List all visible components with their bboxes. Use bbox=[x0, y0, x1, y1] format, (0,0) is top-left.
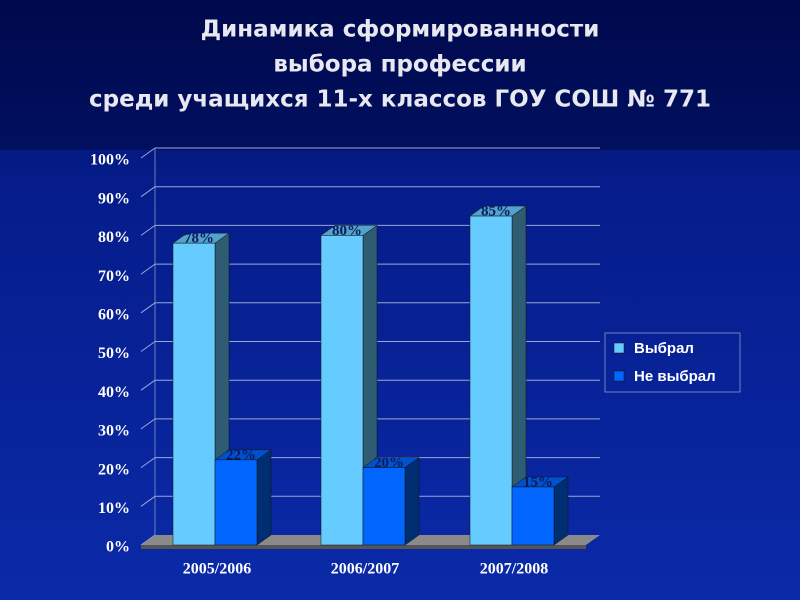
tick-mark bbox=[140, 495, 156, 507]
bar bbox=[469, 215, 513, 546]
y-tick-label: 60% bbox=[98, 306, 130, 323]
y-tick-label: 20% bbox=[98, 461, 130, 478]
legend-box bbox=[604, 332, 741, 393]
chart-title: Динамика сформированности bbox=[201, 17, 600, 43]
bar-side bbox=[256, 449, 272, 546]
x-tick-label: 2005/2006 bbox=[183, 561, 251, 578]
tick-mark bbox=[140, 302, 156, 314]
tick-mark bbox=[140, 418, 156, 430]
y-tick-label: 70% bbox=[98, 268, 130, 285]
tick-mark bbox=[140, 186, 156, 198]
bar bbox=[511, 486, 555, 546]
y-tick-label: 80% bbox=[98, 229, 130, 246]
floor-edge bbox=[141, 545, 586, 549]
tick-mark bbox=[140, 263, 156, 275]
x-tick-label: 2006/2007 bbox=[331, 561, 399, 578]
legend-label: Выбрал bbox=[634, 340, 694, 357]
y-tick-label: 90% bbox=[98, 190, 130, 207]
title-band bbox=[0, 0, 800, 150]
chart-title: среди учащихся 11-х классов ГОУ СОШ № 77… bbox=[89, 87, 711, 113]
y-tick-label: 100% bbox=[90, 152, 130, 169]
tick-mark bbox=[140, 457, 156, 469]
tick-mark bbox=[140, 379, 156, 391]
tick-mark bbox=[140, 224, 156, 236]
data-label: 22% bbox=[226, 447, 256, 463]
y-tick-label: 50% bbox=[98, 345, 130, 362]
bar bbox=[362, 467, 406, 546]
y-tick-label: 0% bbox=[106, 539, 130, 556]
legend-swatch bbox=[613, 370, 625, 382]
data-label: 78% bbox=[184, 231, 214, 247]
chart-title: выбора профессии bbox=[273, 52, 526, 78]
tick-mark bbox=[140, 341, 156, 352]
legend-swatch bbox=[613, 342, 625, 354]
bar bbox=[320, 235, 364, 546]
data-label: 15% bbox=[523, 474, 553, 490]
y-tick-label: 40% bbox=[98, 384, 130, 401]
data-label: 80% bbox=[332, 223, 362, 239]
data-label: 20% bbox=[374, 455, 404, 471]
y-tick-label: 30% bbox=[98, 423, 130, 440]
x-tick-label: 2007/2008 bbox=[480, 561, 548, 578]
data-label: 85% bbox=[481, 203, 511, 219]
bar-side bbox=[553, 476, 569, 546]
bar bbox=[214, 459, 258, 546]
bar bbox=[172, 242, 216, 546]
tick-mark bbox=[140, 147, 156, 159]
y-tick-label: 10% bbox=[98, 500, 130, 517]
legend-label: Не выбрал bbox=[634, 368, 716, 385]
bar-side bbox=[404, 457, 420, 546]
